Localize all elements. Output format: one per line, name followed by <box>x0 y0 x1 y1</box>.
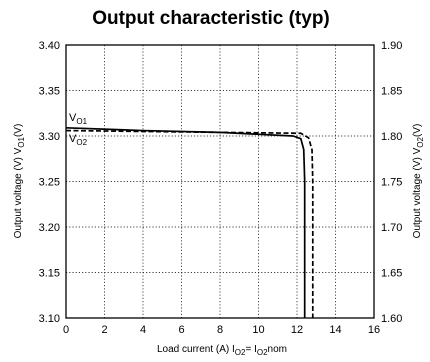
x-tick-label: 0 <box>63 324 69 336</box>
x-tick-label: 2 <box>101 324 107 336</box>
series-line-vo1 <box>65 126 306 318</box>
chart-title: Output characteristic (typ) <box>92 8 330 29</box>
x-tick-label: 16 <box>368 324 380 336</box>
x-tick-label: 12 <box>291 324 303 336</box>
series-label-vo1: VO1 <box>69 112 88 126</box>
grid <box>66 45 374 318</box>
y-right-tick-label: 1.85 <box>381 86 402 98</box>
y-left-axis-label: Output voltage (V) VO1(V) <box>13 124 26 239</box>
y-right-tick-label: 1.70 <box>381 222 402 234</box>
y-left-tick-label: 3.40 <box>39 40 60 52</box>
series-line-vo2 <box>65 129 314 318</box>
y-right-tick-label: 1.75 <box>381 177 402 189</box>
x-tick-label: 14 <box>329 324 341 336</box>
series-group <box>65 126 314 318</box>
x-tick-label: 6 <box>178 324 184 336</box>
x-tick-label: 10 <box>252 324 264 336</box>
x-tick-label: 8 <box>217 324 223 336</box>
y-right-axis-label: Output voltage (V) VO2(V) <box>412 124 425 239</box>
plot-frame <box>65 44 375 319</box>
y-left-tick-label: 3.10 <box>39 313 60 325</box>
y-right-tick-label: 1.80 <box>381 131 402 143</box>
y-left-tick-label: 3.30 <box>39 131 60 143</box>
y-left-tick-label: 3.15 <box>39 268 60 280</box>
x-axis-label: Load current (A) IO2= IO2nom <box>157 344 287 357</box>
y-left-tick-labels: 3.10 3.15 3.20 3.25 3.30 3.35 3.40 <box>39 40 60 325</box>
series-label-vo2: VO2 <box>69 133 88 147</box>
x-tick-labels: 0 2 4 6 8 10 12 14 16 <box>63 324 380 336</box>
y-right-tick-label: 1.65 <box>381 268 402 280</box>
y-left-tick-label: 3.35 <box>39 86 60 98</box>
x-tick-label: 4 <box>140 324 146 336</box>
y-right-tick-label: 1.60 <box>381 313 402 325</box>
y-right-tick-labels: 1.60 1.65 1.70 1.75 1.80 1.85 1.90 <box>381 40 402 325</box>
y-right-tick-label: 1.90 <box>381 40 402 52</box>
y-left-tick-label: 3.25 <box>39 177 60 189</box>
y-left-tick-label: 3.20 <box>39 222 60 234</box>
